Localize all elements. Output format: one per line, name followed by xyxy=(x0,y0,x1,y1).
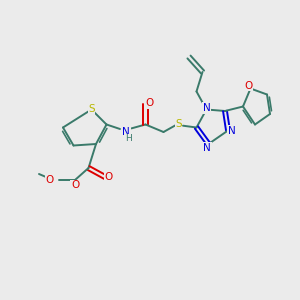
Text: O: O xyxy=(244,80,253,91)
Text: N: N xyxy=(202,103,210,113)
Text: O: O xyxy=(146,98,154,109)
Text: N: N xyxy=(122,127,130,137)
Text: O: O xyxy=(45,175,54,185)
Text: N: N xyxy=(228,125,236,136)
Text: O: O xyxy=(104,172,113,182)
Text: H: H xyxy=(125,134,132,143)
Text: N: N xyxy=(203,142,211,153)
Text: S: S xyxy=(88,104,95,115)
Text: O: O xyxy=(71,180,79,190)
Text: S: S xyxy=(175,118,182,129)
